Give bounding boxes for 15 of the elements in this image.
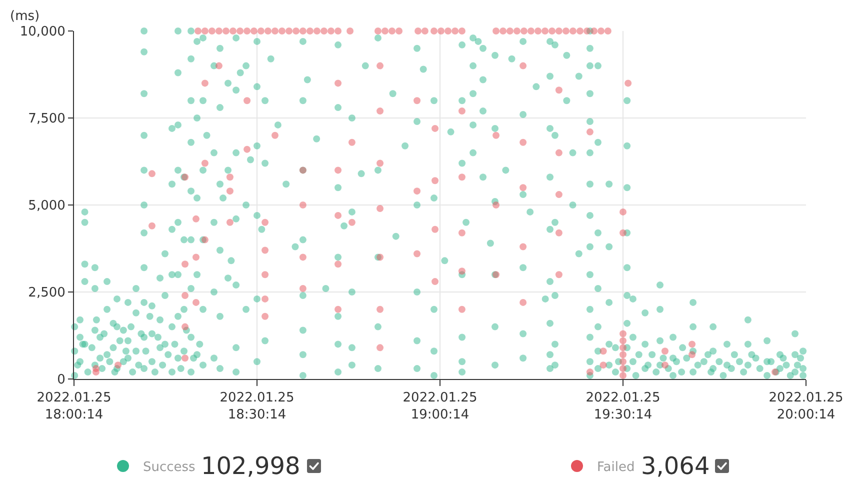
text: 102,998 <box>201 452 300 480</box>
x-tick-label: 2022.01.25 18:30:14 <box>220 390 294 422</box>
legend-label: Success <box>143 460 196 476</box>
legend-label: Failed <box>597 460 635 476</box>
x-tick-label: 2022.01.25 19:30:14 <box>586 390 660 422</box>
y-tick-label: 0 <box>57 372 66 388</box>
text: 3,064 <box>641 452 710 480</box>
x-tick-label: 2022.01.25 19:00:14 <box>402 390 478 422</box>
y-tick-label: 10,000 <box>20 24 66 40</box>
y-tick-label: 2,500 <box>28 286 66 301</box>
x-tick-label: 2022.01.25 20:00:14 <box>768 390 844 422</box>
y-axis-title: (ms) <box>10 9 40 24</box>
y-tick-label: 5,000 <box>28 198 66 214</box>
x-tick-label: 2022.01.25 18:00:14 <box>36 390 112 422</box>
y-tick-label: 7,500 <box>28 112 66 127</box>
